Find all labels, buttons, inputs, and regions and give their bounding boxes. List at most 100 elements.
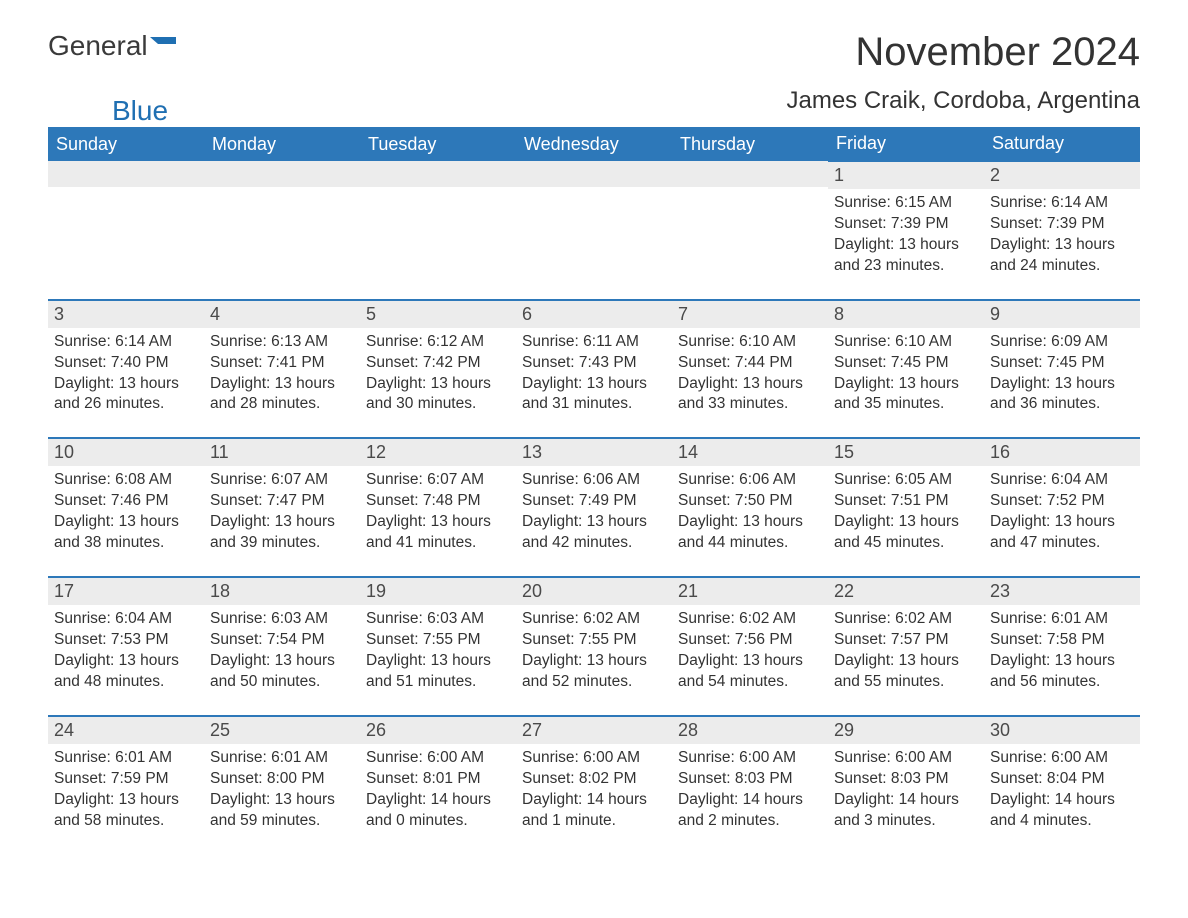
sunrise-text: Sunrise: 6:03 AM xyxy=(366,609,510,630)
day-cell: 5Sunrise: 6:12 AMSunset: 7:42 PMDaylight… xyxy=(360,300,516,439)
day-body: Sunrise: 6:04 AMSunset: 7:53 PMDaylight:… xyxy=(48,605,204,715)
day-cell: 16Sunrise: 6:04 AMSunset: 7:52 PMDayligh… xyxy=(984,438,1140,577)
sunset-text: Sunset: 7:53 PM xyxy=(54,630,198,651)
day-body: Sunrise: 6:03 AMSunset: 7:55 PMDaylight:… xyxy=(360,605,516,715)
day-cell: 29Sunrise: 6:00 AMSunset: 8:03 PMDayligh… xyxy=(828,716,984,854)
day-cell: 24Sunrise: 6:01 AMSunset: 7:59 PMDayligh… xyxy=(48,716,204,854)
week-row: 24Sunrise: 6:01 AMSunset: 7:59 PMDayligh… xyxy=(48,716,1140,854)
daylight-text: Daylight: 13 hours and 26 minutes. xyxy=(54,374,198,416)
daylight-text: Daylight: 13 hours and 47 minutes. xyxy=(990,512,1134,554)
sunset-text: Sunset: 7:51 PM xyxy=(834,491,978,512)
sunset-text: Sunset: 7:47 PM xyxy=(210,491,354,512)
sunrise-text: Sunrise: 6:02 AM xyxy=(522,609,666,630)
logo-flag-icon xyxy=(150,30,176,62)
day-number: 5 xyxy=(360,301,516,328)
week-row: 1Sunrise: 6:15 AMSunset: 7:39 PMDaylight… xyxy=(48,161,1140,300)
logo: General xyxy=(48,30,176,62)
sunset-text: Sunset: 7:58 PM xyxy=(990,630,1134,651)
daylight-text: Daylight: 13 hours and 45 minutes. xyxy=(834,512,978,554)
day-number: 17 xyxy=(48,578,204,605)
day-number: 24 xyxy=(48,717,204,744)
day-number: 3 xyxy=(48,301,204,328)
day-cell: 2Sunrise: 6:14 AMSunset: 7:39 PMDaylight… xyxy=(984,161,1140,300)
day-body: Sunrise: 6:13 AMSunset: 7:41 PMDaylight:… xyxy=(204,328,360,438)
daylight-text: Daylight: 13 hours and 36 minutes. xyxy=(990,374,1134,416)
sunrise-text: Sunrise: 6:01 AM xyxy=(990,609,1134,630)
day-number: 1 xyxy=(828,162,984,189)
sunrise-text: Sunrise: 6:02 AM xyxy=(834,609,978,630)
sunrise-text: Sunrise: 6:00 AM xyxy=(366,748,510,769)
sunset-text: Sunset: 7:44 PM xyxy=(678,353,822,374)
day-number: 27 xyxy=(516,717,672,744)
calendar-table: Sunday Monday Tuesday Wednesday Thursday… xyxy=(48,127,1140,853)
day-body: Sunrise: 6:00 AMSunset: 8:03 PMDaylight:… xyxy=(672,744,828,854)
week-row: 3Sunrise: 6:14 AMSunset: 7:40 PMDaylight… xyxy=(48,300,1140,439)
sunset-text: Sunset: 7:45 PM xyxy=(834,353,978,374)
daylight-text: Daylight: 14 hours and 3 minutes. xyxy=(834,790,978,832)
logo-sub: Blue xyxy=(48,95,168,127)
sunset-text: Sunset: 7:42 PM xyxy=(366,353,510,374)
sunrise-text: Sunrise: 6:01 AM xyxy=(210,748,354,769)
day-cell: 10Sunrise: 6:08 AMSunset: 7:46 PMDayligh… xyxy=(48,438,204,577)
sunset-text: Sunset: 8:01 PM xyxy=(366,769,510,790)
day-body: Sunrise: 6:15 AMSunset: 7:39 PMDaylight:… xyxy=(828,189,984,299)
day-number: 28 xyxy=(672,717,828,744)
daylight-text: Daylight: 13 hours and 28 minutes. xyxy=(210,374,354,416)
day-body: Sunrise: 6:05 AMSunset: 7:51 PMDaylight:… xyxy=(828,466,984,576)
day-cell: 22Sunrise: 6:02 AMSunset: 7:57 PMDayligh… xyxy=(828,577,984,716)
day-body: Sunrise: 6:04 AMSunset: 7:52 PMDaylight:… xyxy=(984,466,1140,576)
day-number: 21 xyxy=(672,578,828,605)
daylight-text: Daylight: 13 hours and 39 minutes. xyxy=(210,512,354,554)
sunset-text: Sunset: 7:52 PM xyxy=(990,491,1134,512)
sunrise-text: Sunrise: 6:04 AM xyxy=(54,609,198,630)
day-cell: 15Sunrise: 6:05 AMSunset: 7:51 PMDayligh… xyxy=(828,438,984,577)
day-body: Sunrise: 6:00 AMSunset: 8:02 PMDaylight:… xyxy=(516,744,672,854)
day-number: 23 xyxy=(984,578,1140,605)
day-number: 8 xyxy=(828,301,984,328)
sunrise-text: Sunrise: 6:08 AM xyxy=(54,470,198,491)
day-body: Sunrise: 6:11 AMSunset: 7:43 PMDaylight:… xyxy=(516,328,672,438)
sunset-text: Sunset: 7:54 PM xyxy=(210,630,354,651)
day-body: Sunrise: 6:02 AMSunset: 7:57 PMDaylight:… xyxy=(828,605,984,715)
sunrise-text: Sunrise: 6:12 AM xyxy=(366,332,510,353)
day-body: Sunrise: 6:01 AMSunset: 8:00 PMDaylight:… xyxy=(204,744,360,854)
daylight-text: Daylight: 13 hours and 56 minutes. xyxy=(990,651,1134,693)
day-body xyxy=(204,187,360,283)
daylight-text: Daylight: 13 hours and 52 minutes. xyxy=(522,651,666,693)
day-number: 9 xyxy=(984,301,1140,328)
sunset-text: Sunset: 8:02 PM xyxy=(522,769,666,790)
day-cell: 8Sunrise: 6:10 AMSunset: 7:45 PMDaylight… xyxy=(828,300,984,439)
day-number xyxy=(672,161,828,187)
day-body xyxy=(672,187,828,283)
daylight-text: Daylight: 13 hours and 55 minutes. xyxy=(834,651,978,693)
day-body: Sunrise: 6:07 AMSunset: 7:48 PMDaylight:… xyxy=(360,466,516,576)
daylight-text: Daylight: 13 hours and 42 minutes. xyxy=(522,512,666,554)
daylight-text: Daylight: 13 hours and 23 minutes. xyxy=(834,235,978,277)
sunrise-text: Sunrise: 6:14 AM xyxy=(54,332,198,353)
day-cell: 19Sunrise: 6:03 AMSunset: 7:55 PMDayligh… xyxy=(360,577,516,716)
day-body: Sunrise: 6:00 AMSunset: 8:04 PMDaylight:… xyxy=(984,744,1140,854)
day-number: 26 xyxy=(360,717,516,744)
day-body: Sunrise: 6:08 AMSunset: 7:46 PMDaylight:… xyxy=(48,466,204,576)
day-cell: 17Sunrise: 6:04 AMSunset: 7:53 PMDayligh… xyxy=(48,577,204,716)
week-row: 10Sunrise: 6:08 AMSunset: 7:46 PMDayligh… xyxy=(48,438,1140,577)
day-cell: 9Sunrise: 6:09 AMSunset: 7:45 PMDaylight… xyxy=(984,300,1140,439)
day-cell: 21Sunrise: 6:02 AMSunset: 7:56 PMDayligh… xyxy=(672,577,828,716)
day-body: Sunrise: 6:10 AMSunset: 7:45 PMDaylight:… xyxy=(828,328,984,438)
day-number: 29 xyxy=(828,717,984,744)
daylight-text: Daylight: 14 hours and 4 minutes. xyxy=(990,790,1134,832)
day-cell: 13Sunrise: 6:06 AMSunset: 7:49 PMDayligh… xyxy=(516,438,672,577)
sunrise-text: Sunrise: 6:00 AM xyxy=(522,748,666,769)
sunset-text: Sunset: 7:49 PM xyxy=(522,491,666,512)
sunrise-text: Sunrise: 6:10 AM xyxy=(678,332,822,353)
daylight-text: Daylight: 13 hours and 59 minutes. xyxy=(210,790,354,832)
sunrise-text: Sunrise: 6:00 AM xyxy=(834,748,978,769)
dayhead-thu: Thursday xyxy=(672,127,828,161)
day-cell: 14Sunrise: 6:06 AMSunset: 7:50 PMDayligh… xyxy=(672,438,828,577)
day-cell: 12Sunrise: 6:07 AMSunset: 7:48 PMDayligh… xyxy=(360,438,516,577)
sunrise-text: Sunrise: 6:06 AM xyxy=(522,470,666,491)
day-body: Sunrise: 6:03 AMSunset: 7:54 PMDaylight:… xyxy=(204,605,360,715)
day-cell: 6Sunrise: 6:11 AMSunset: 7:43 PMDaylight… xyxy=(516,300,672,439)
day-cell: 28Sunrise: 6:00 AMSunset: 8:03 PMDayligh… xyxy=(672,716,828,854)
sunset-text: Sunset: 7:41 PM xyxy=(210,353,354,374)
